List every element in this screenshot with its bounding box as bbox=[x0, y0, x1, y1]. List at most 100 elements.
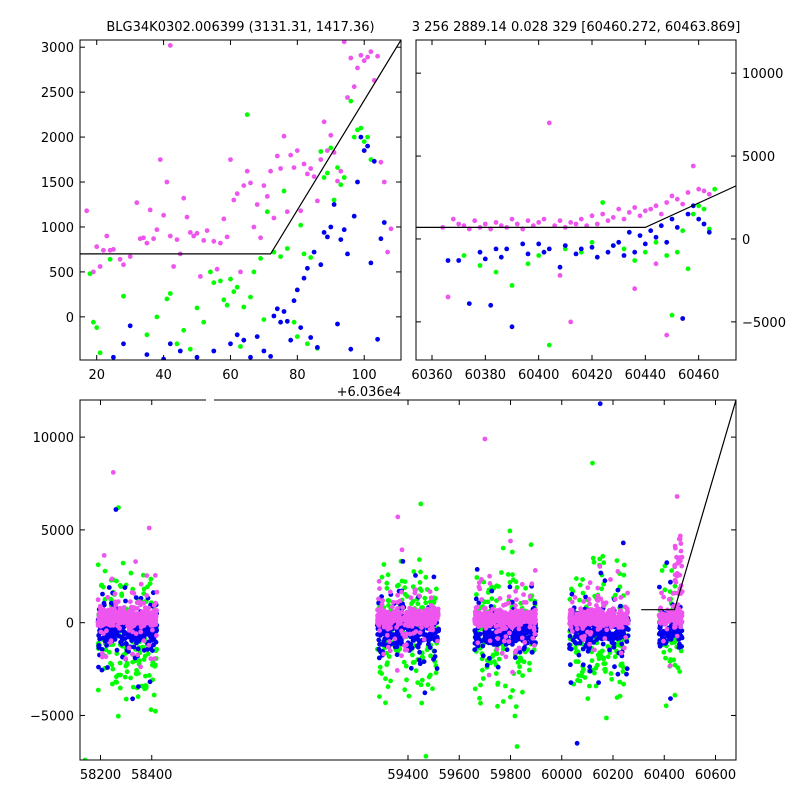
data-point-magenta bbox=[679, 589, 685, 594]
data-point-series-2 bbox=[525, 251, 531, 257]
data-point-magenta bbox=[511, 623, 517, 628]
data-point-green bbox=[608, 671, 614, 676]
data-point-series-2 bbox=[311, 249, 317, 255]
data-point-green bbox=[488, 660, 493, 666]
data-point-blue bbox=[432, 654, 438, 659]
data-point-magenta bbox=[431, 605, 437, 611]
data-point-blue bbox=[607, 647, 612, 653]
data-point-series-2 bbox=[637, 233, 643, 239]
data-point-magenta bbox=[495, 636, 501, 641]
data-point-green bbox=[500, 699, 506, 704]
data-point-green bbox=[662, 587, 668, 593]
x-tick-label: 59600 bbox=[439, 768, 480, 783]
data-point-green bbox=[415, 601, 421, 607]
data-point-magenta bbox=[586, 596, 592, 602]
data-point-outlier bbox=[146, 525, 152, 531]
data-point-series-0 bbox=[664, 332, 670, 338]
data-point-series-1 bbox=[261, 317, 267, 322]
data-point-green bbox=[510, 688, 515, 693]
data-point-series-0 bbox=[161, 212, 167, 218]
data-point-blue bbox=[521, 646, 527, 652]
data-point-series-0 bbox=[445, 294, 451, 300]
data-point-magenta bbox=[516, 626, 522, 632]
data-point-series-2 bbox=[594, 254, 600, 260]
data-point-magenta bbox=[408, 595, 414, 601]
data-point-green bbox=[601, 560, 607, 566]
data-point-green bbox=[516, 669, 522, 675]
data-point-series-0 bbox=[648, 206, 654, 212]
data-point-series-2 bbox=[355, 179, 360, 185]
data-point-magenta bbox=[434, 616, 439, 622]
data-point-magenta bbox=[677, 615, 682, 620]
data-point-series-2 bbox=[589, 244, 595, 250]
x-tick-label: 60420 bbox=[571, 368, 612, 383]
data-point-blue bbox=[472, 628, 478, 633]
data-point-magenta bbox=[503, 602, 508, 607]
data-point-series-0 bbox=[294, 148, 300, 154]
data-point-green bbox=[399, 578, 405, 584]
data-point-green bbox=[503, 683, 508, 689]
data-point-magenta bbox=[146, 642, 152, 648]
data-point-magenta bbox=[594, 620, 600, 625]
data-point-magenta bbox=[597, 564, 603, 569]
data-point-magenta bbox=[152, 656, 157, 662]
data-point-magenta bbox=[123, 656, 128, 662]
data-point-green bbox=[402, 687, 408, 693]
data-point-blue bbox=[116, 633, 122, 639]
data-point-blue bbox=[376, 655, 382, 661]
data-point-magenta bbox=[674, 573, 680, 579]
data-point-magenta bbox=[118, 613, 124, 619]
data-point-magenta bbox=[490, 615, 495, 621]
data-point-series-2 bbox=[331, 202, 337, 207]
data-point-magenta bbox=[521, 600, 527, 605]
data-point-series-2 bbox=[557, 264, 563, 270]
data-point-magenta bbox=[428, 618, 434, 624]
data-point-green bbox=[117, 660, 123, 666]
data-point-series-2 bbox=[254, 334, 260, 339]
data-point-blue bbox=[119, 641, 125, 647]
data-point-series-0 bbox=[578, 216, 584, 222]
data-point-series-2 bbox=[509, 324, 515, 330]
data-point-green bbox=[514, 744, 520, 749]
data-point-magenta bbox=[567, 615, 573, 621]
data-point-magenta bbox=[507, 630, 512, 636]
data-point-magenta bbox=[132, 619, 138, 625]
data-point-magenta bbox=[482, 620, 488, 626]
y-tick-label: 0 bbox=[742, 233, 750, 248]
x-tick-label: 58200 bbox=[80, 768, 121, 783]
data-point-series-1 bbox=[194, 305, 200, 311]
data-point-magenta bbox=[126, 617, 132, 622]
data-point-series-0 bbox=[284, 209, 290, 215]
data-point-series-2 bbox=[348, 346, 354, 352]
data-point-green bbox=[472, 686, 478, 692]
data-point-green bbox=[585, 696, 591, 701]
data-point-series-2 bbox=[664, 239, 670, 245]
plot-area bbox=[416, 120, 736, 348]
x-tick-label: 60460 bbox=[678, 368, 719, 383]
data-point-blue bbox=[413, 573, 418, 578]
data-point-series-2 bbox=[268, 354, 273, 359]
data-point-magenta bbox=[476, 584, 482, 590]
data-point-blue bbox=[567, 646, 572, 651]
data-point-magenta bbox=[578, 606, 583, 612]
data-point-series-2 bbox=[305, 265, 310, 271]
data-point-blue bbox=[147, 679, 153, 685]
data-point-green bbox=[661, 649, 667, 655]
data-point-magenta bbox=[619, 615, 625, 621]
data-point-magenta bbox=[153, 622, 159, 627]
data-point-series-1 bbox=[477, 263, 483, 268]
data-point-magenta bbox=[133, 631, 139, 637]
data-point-magenta bbox=[490, 606, 496, 612]
data-point-magenta bbox=[375, 615, 381, 621]
data-point-green bbox=[420, 655, 426, 660]
data-point-series-0 bbox=[375, 53, 380, 59]
data-point-green bbox=[599, 586, 604, 592]
data-point-series-0 bbox=[271, 215, 277, 221]
data-point-series-0 bbox=[174, 237, 180, 243]
data-point-magenta bbox=[578, 616, 584, 622]
data-point-green bbox=[496, 656, 502, 662]
data-point-magenta bbox=[104, 628, 109, 634]
data-point-magenta bbox=[486, 672, 492, 678]
data-point-series-0 bbox=[594, 221, 600, 227]
data-point-green bbox=[618, 663, 624, 668]
